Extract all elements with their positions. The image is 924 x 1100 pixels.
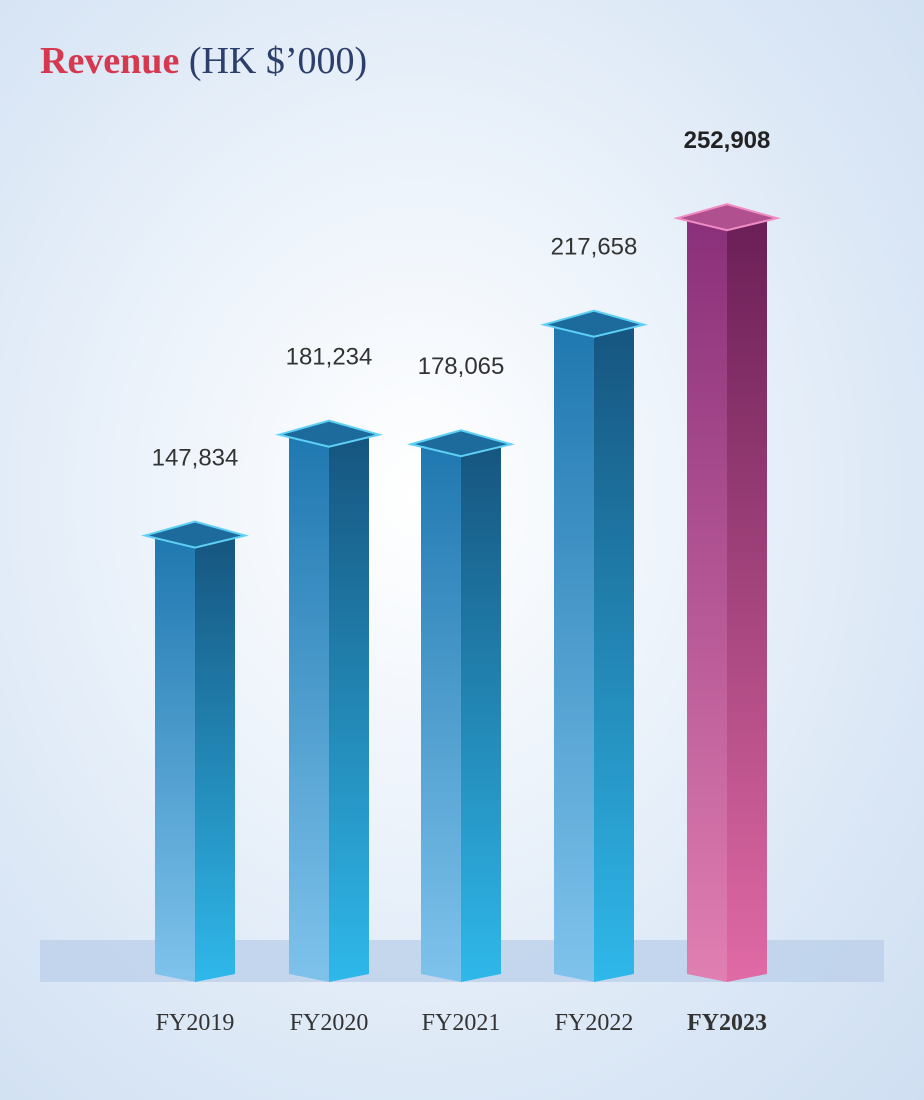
bar-side-face [727, 218, 767, 982]
bar-fy2023 [673, 203, 781, 982]
value-label-fy2019: 147,834 [152, 445, 239, 472]
bar-front-face [155, 535, 195, 982]
bar-top-cap [407, 429, 515, 458]
bar-fy2020 [275, 419, 383, 982]
bar-top-cap [141, 520, 249, 549]
value-label-fy2020: 181,234 [286, 344, 373, 371]
bar-side-face [461, 444, 501, 982]
bar-side-face [329, 434, 369, 982]
bar-top-cap [275, 419, 383, 448]
bar-side-face [594, 324, 634, 982]
value-label-fy2023: 252,908 [684, 127, 771, 154]
bar-top-cap [540, 309, 648, 338]
bar-top-cap [673, 203, 781, 232]
bar-front-face [554, 324, 594, 982]
x-tick-labels-group: FY2019 FY2020 FY2021 FY2022 FY2023 [156, 1010, 767, 1036]
x-tick-label-fy2022: FY2022 [555, 1010, 634, 1036]
bar-front-face [421, 444, 461, 982]
value-labels-group: 147,834 181,234 178,065 217,658 252,908 [152, 127, 771, 471]
bar-front-face [687, 218, 727, 982]
bars-group [141, 203, 781, 982]
bar-fy2021 [407, 429, 515, 982]
bar-front-face [289, 434, 329, 982]
chart-title: Revenue (HK $’000) [40, 42, 367, 80]
chart-title-main: Revenue [40, 40, 180, 82]
x-tick-label-fy2019: FY2019 [156, 1010, 235, 1036]
bar-side-face [195, 535, 235, 982]
value-label-fy2022: 217,658 [551, 234, 638, 261]
value-label-fy2021: 178,065 [418, 353, 505, 380]
x-tick-label-fy2023: FY2023 [687, 1010, 767, 1036]
x-tick-label-fy2021: FY2021 [422, 1010, 501, 1036]
bar-fy2022 [540, 309, 648, 982]
bar-fy2019 [141, 520, 249, 982]
chart-title-unit: (HK $’000) [188, 40, 368, 82]
x-tick-label-fy2020: FY2020 [290, 1010, 369, 1036]
